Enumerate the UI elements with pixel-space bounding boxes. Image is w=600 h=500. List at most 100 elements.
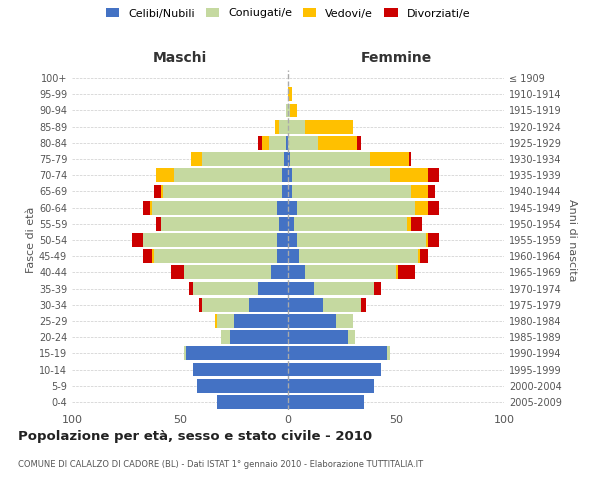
Bar [277,233,288,247]
Bar [318,136,357,149]
Bar [193,282,258,296]
Text: Maschi: Maschi [153,51,207,65]
Bar [288,200,296,214]
Bar [288,330,349,344]
Bar [389,168,428,182]
Bar [357,136,361,149]
Bar [187,346,288,360]
Bar [286,104,288,118]
Bar [230,330,288,344]
Bar [290,104,296,118]
Bar [288,250,299,263]
Bar [184,266,271,280]
Bar [275,120,280,134]
Bar [407,217,411,230]
Bar [150,200,152,214]
Bar [288,346,388,360]
Bar [288,266,305,280]
Bar [290,152,370,166]
Bar [370,152,409,166]
Bar [428,168,439,182]
Bar [428,184,435,198]
Bar [398,266,415,280]
Bar [388,346,389,360]
Bar [143,200,150,214]
Bar [335,314,353,328]
Bar [288,233,296,247]
Bar [411,217,422,230]
Bar [286,136,288,149]
Bar [284,152,288,166]
Bar [415,200,428,214]
Bar [288,88,292,101]
Bar [288,168,292,182]
Bar [288,152,290,166]
Bar [173,168,281,182]
Bar [288,395,364,409]
Bar [161,217,280,230]
Bar [288,104,290,118]
Bar [188,282,193,296]
Bar [288,120,305,134]
Bar [202,298,249,312]
Bar [349,330,355,344]
Bar [288,282,314,296]
Bar [288,379,374,392]
Bar [163,184,281,198]
Bar [374,282,381,296]
Bar [221,330,230,344]
Bar [154,184,161,198]
Bar [420,250,428,263]
Text: Popolazione per età, sesso e stato civile - 2010: Popolazione per età, sesso e stato civil… [18,430,372,443]
Bar [411,184,428,198]
Bar [295,217,407,230]
Bar [217,395,288,409]
Bar [296,233,426,247]
Bar [191,152,202,166]
Bar [202,152,284,166]
Bar [197,379,288,392]
Bar [133,233,143,247]
Bar [154,250,277,263]
Bar [288,362,381,376]
Bar [409,152,411,166]
Bar [288,314,335,328]
Bar [281,184,288,198]
Bar [280,217,288,230]
Bar [288,184,292,198]
Bar [288,217,295,230]
Bar [292,184,411,198]
Bar [262,136,269,149]
Text: COMUNE DI CALALZO DI CADORE (BL) - Dati ISTAT 1° gennaio 2010 - Elaborazione TUT: COMUNE DI CALALZO DI CADORE (BL) - Dati … [18,460,423,469]
Bar [156,168,173,182]
Bar [296,200,415,214]
Bar [161,184,163,198]
Bar [418,250,420,263]
Bar [156,217,161,230]
Bar [249,298,288,312]
Bar [428,200,439,214]
Bar [143,250,152,263]
Bar [172,266,184,280]
Bar [428,233,439,247]
Legend: Celibi/Nubili, Coniugati/e, Vedovi/e, Divorziati/e: Celibi/Nubili, Coniugati/e, Vedovi/e, Di… [106,8,470,18]
Bar [299,250,418,263]
Bar [314,282,374,296]
Bar [305,120,353,134]
Bar [258,282,288,296]
Bar [152,250,154,263]
Text: Femmine: Femmine [361,51,431,65]
Bar [426,233,428,247]
Bar [193,362,288,376]
Bar [396,266,398,280]
Bar [199,298,202,312]
Bar [323,298,361,312]
Bar [280,120,288,134]
Bar [215,314,217,328]
Bar [305,266,396,280]
Bar [361,298,366,312]
Bar [143,233,277,247]
Bar [184,346,187,360]
Bar [288,136,318,149]
Bar [217,314,234,328]
